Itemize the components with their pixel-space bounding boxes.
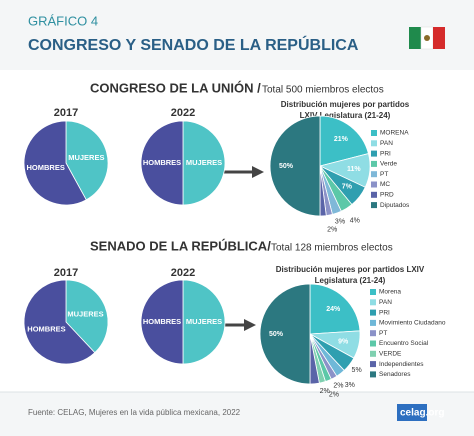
pie-slice [269, 115, 321, 217]
source: Fuente: CELAG, Mujeres en la vida públic… [28, 408, 241, 417]
pie-slice [309, 283, 361, 335]
legend-swatch [371, 202, 377, 209]
slice-label: MUJERES [68, 153, 104, 162]
legend-swatch [371, 181, 377, 188]
legend-swatch [370, 289, 376, 295]
value-label: 3% [345, 382, 355, 389]
slice-label: MUJERES [186, 158, 222, 167]
chart-title: Legislatura (21-24) [315, 276, 386, 285]
pie-slice [182, 279, 226, 365]
legend-label: Senadores [379, 371, 411, 378]
legend-swatch [371, 160, 377, 167]
legend-swatch [371, 171, 377, 178]
section-title: CONGRESO DE LA UNIÓN / [90, 80, 261, 95]
legend-label: PT [379, 330, 387, 337]
logo-box [397, 404, 427, 421]
flag [409, 26, 445, 50]
value-label: 21% [334, 136, 349, 143]
legend-label: PRD [380, 192, 394, 199]
chart-title: 2022 [171, 267, 195, 279]
pie-slice [182, 120, 226, 206]
chart-title: 2017 [54, 107, 78, 119]
legend-swatch [370, 350, 376, 357]
legend-label: Encuentro Social [379, 340, 429, 347]
slice-label: MUJERES [67, 309, 103, 318]
value-label: 2% [320, 388, 330, 395]
value-label: 50% [269, 331, 284, 338]
chart-title: 2017 [54, 267, 78, 279]
value-label: 9% [338, 338, 349, 345]
value-label: 50% [279, 163, 294, 170]
arrow [222, 166, 264, 178]
value-label: 2% [329, 391, 339, 398]
chart-title: LXIV Legislatura (21-24) [300, 111, 391, 120]
legend-swatch [371, 191, 377, 198]
legend-swatch [370, 371, 376, 378]
pie-slice [140, 279, 184, 365]
pie-slice [65, 120, 109, 201]
legend-swatch [370, 330, 376, 337]
legend-label: PT [380, 171, 388, 178]
value-label: 24% [326, 306, 341, 313]
pie-slice [140, 120, 184, 206]
value-label: 3% [335, 218, 345, 225]
legend-swatch [371, 150, 377, 157]
legend-swatch [370, 319, 376, 326]
legend-label: PAN [380, 140, 393, 147]
legend-swatch [370, 340, 376, 347]
value-label: 4% [350, 218, 360, 225]
chart-title: Distribución mujeres por partidos LXIV [276, 265, 425, 274]
kicker: GRÁFICO 4 [28, 13, 98, 28]
pie-slice [65, 279, 109, 354]
legend-label: Verde [380, 161, 397, 168]
legend-label: Independientes [379, 361, 424, 368]
value-label: 2% [333, 383, 343, 390]
logo: celag.org [400, 408, 444, 419]
legend-label: MC [380, 181, 390, 188]
legend-label: VERDE [379, 351, 402, 358]
value-label: 2% [327, 227, 337, 234]
title: CONGRESO Y SENADO DE LA REPÚBLICA [28, 35, 359, 54]
legend-label: MORENA [380, 130, 409, 137]
section-subtitle: Total 128 miembros electos [271, 243, 393, 254]
slice-label: HOMBRES [143, 317, 181, 326]
legend-label: PAN [379, 299, 392, 306]
section-subtitle: Total 500 miembros electos [262, 85, 384, 96]
legend-label: PRI [379, 309, 390, 316]
slice-label: HOMBRES [27, 325, 65, 334]
legend-swatch [370, 361, 376, 368]
value-label: 7% [342, 184, 353, 191]
chart-title: Distribución mujeres por partidos [281, 100, 410, 109]
legend-label: Movimiento Ciudadano [379, 320, 446, 327]
pie-slice [23, 120, 87, 206]
value-label: 5% [352, 367, 362, 374]
legend-label: Diputados [380, 202, 410, 209]
legend-label: Morena [379, 289, 401, 296]
legend-label: PRI [380, 150, 391, 157]
value-label: 11% [347, 166, 361, 173]
legend-swatch [371, 130, 377, 136]
legend-swatch [371, 140, 377, 147]
pie-slice [319, 115, 369, 167]
section-title: SENADO DE LA REPÚBLICA/ [90, 238, 271, 253]
chart-title: 2022 [171, 107, 195, 119]
slice-label: HOMBRES [26, 163, 64, 172]
pie-slice [259, 283, 311, 385]
slice-label: MUJERES [186, 317, 222, 326]
pie-slice [23, 279, 96, 365]
legend-swatch [370, 309, 376, 316]
legend-swatch [370, 299, 376, 306]
slice-label: HOMBRES [143, 158, 181, 167]
